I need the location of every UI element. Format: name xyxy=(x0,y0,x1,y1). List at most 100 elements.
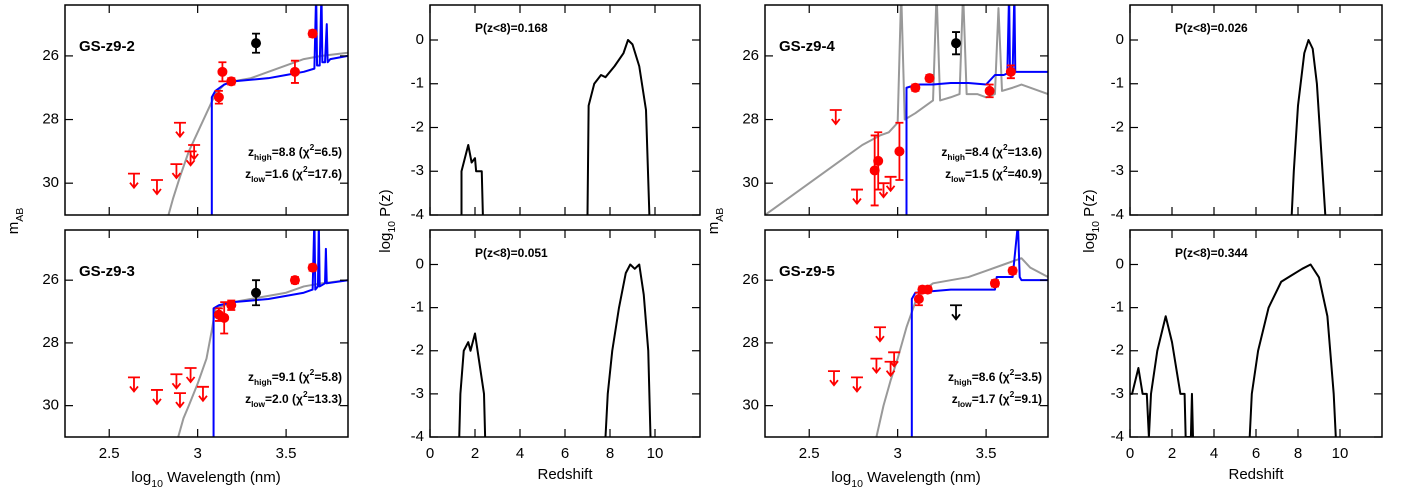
object-name: GS-z9-4 xyxy=(779,38,836,55)
y-tick-label: -1 xyxy=(1111,299,1124,316)
photometry-point xyxy=(922,284,933,295)
photometry-point xyxy=(924,73,935,84)
y-axis-label-part: 10 xyxy=(1090,221,1102,233)
low-z-fit-part: 2 xyxy=(1003,164,1008,174)
photometry-point xyxy=(984,85,995,96)
x-tick-label: 3 xyxy=(893,445,901,462)
upper-limit xyxy=(873,326,886,343)
plot-frame xyxy=(429,229,701,438)
y-axis-label-part: m xyxy=(5,222,22,235)
x-tick-label: 6 xyxy=(561,445,569,462)
model-line xyxy=(1290,39,1327,215)
y-tick-label: -4 xyxy=(1111,206,1124,223)
upper-limit xyxy=(127,376,140,393)
y-tick-label: -2 xyxy=(1111,118,1124,135)
y-tick-label: -1 xyxy=(411,75,424,92)
model-line xyxy=(460,39,651,215)
panel xyxy=(127,230,348,437)
low-z-fit-part: 2 xyxy=(1010,389,1015,399)
x-tick-label: 10 xyxy=(1332,445,1349,462)
y-tick-label: -4 xyxy=(1111,428,1124,445)
high-z-fit-part: z xyxy=(948,370,954,384)
x-tick-label: 3.5 xyxy=(276,445,297,462)
model-line xyxy=(910,230,1048,437)
plot-frame xyxy=(764,4,1049,216)
upper-limit xyxy=(150,389,163,406)
low-z-fit-part: low xyxy=(251,399,265,409)
upper-limit xyxy=(829,109,842,126)
y-tick-label: -2 xyxy=(411,118,424,135)
panel xyxy=(1130,263,1337,437)
x-tick-label: 0 xyxy=(426,445,434,462)
x-tick-label: 8 xyxy=(606,445,614,462)
upper-limit xyxy=(950,304,963,321)
x-axis-label-part: 10 xyxy=(851,478,863,490)
high-z-fit: zhigh=8.8 (χ2=6.5) xyxy=(248,142,342,162)
y-axis-label: log10 P(z) xyxy=(1081,189,1102,252)
high-z-fit-part: 2 xyxy=(310,142,315,152)
high-z-fit-part: 2 xyxy=(1010,367,1015,377)
y-tick-label: 26 xyxy=(742,47,759,64)
y-tick-label: -4 xyxy=(411,206,424,223)
photometry-point xyxy=(226,76,237,87)
low-z-fit-part: =13.3) xyxy=(308,392,342,406)
high-z-fit-part: =9.1 (χ xyxy=(272,370,310,384)
plot-frame xyxy=(1129,4,1383,216)
low-z-fit-part: 2 xyxy=(303,389,308,399)
photometry-point xyxy=(213,92,224,103)
x-axis-label-part: 10 xyxy=(151,478,163,490)
photometry-point xyxy=(219,312,230,323)
low-z-fit-part: z xyxy=(952,392,958,406)
model-line xyxy=(177,279,348,437)
high-z-fit-part: 2 xyxy=(310,367,315,377)
low-z-fit-part: low xyxy=(251,174,265,184)
plot-frame xyxy=(764,229,1049,438)
y-tick-label: 30 xyxy=(42,397,59,414)
y-tick-label: 0 xyxy=(416,255,424,272)
plot-frame xyxy=(64,4,349,216)
y-tick-label: 26 xyxy=(742,271,759,288)
panel xyxy=(458,263,652,437)
y-axis-label: mAB xyxy=(705,208,726,235)
y-tick-label: 28 xyxy=(742,334,759,351)
model-line xyxy=(905,5,1048,215)
high-z-fit-part: high xyxy=(947,152,965,162)
object-name: GS-z9-2 xyxy=(79,38,135,55)
high-z-fit-part: =3.5) xyxy=(1014,370,1042,384)
y-axis-label-part: 10 xyxy=(386,221,398,233)
low-z-fit: zlow=1.7 (χ2=9.1) xyxy=(952,389,1042,409)
upper-limit xyxy=(884,175,897,193)
x-axis-label: log10 Wavelength (nm) xyxy=(131,469,281,490)
y-tick-label: -3 xyxy=(1111,162,1124,179)
upper-limit xyxy=(170,163,183,180)
panel xyxy=(460,39,651,215)
upper-limit xyxy=(196,385,209,403)
high-z-fit: zhigh=8.6 (χ2=3.5) xyxy=(948,367,1042,387)
high-z-fit-part: =8.6 (χ xyxy=(972,370,1010,384)
y-tick-label: -1 xyxy=(411,299,424,316)
y-tick-label: 0 xyxy=(1116,255,1124,272)
x-axis-label: Redshift xyxy=(537,466,593,483)
upper-limit xyxy=(850,188,863,205)
photometry-point xyxy=(307,262,318,273)
y-tick-label: 30 xyxy=(742,174,759,191)
low-z-fit-part: low xyxy=(958,399,972,409)
photometry-point xyxy=(989,278,1000,289)
model-line xyxy=(210,5,348,215)
x-tick-label: 3.5 xyxy=(976,445,997,462)
upper-limit xyxy=(173,392,186,409)
x-tick-label: 2 xyxy=(471,445,479,462)
low-z-fit-part: =1.6 (χ xyxy=(265,167,303,181)
high-z-fit: zhigh=9.1 (χ2=5.8) xyxy=(248,367,342,387)
y-axis-label-part: P(z) xyxy=(1081,189,1098,221)
y-tick-label: 28 xyxy=(42,111,59,128)
y-tick-label: 28 xyxy=(42,334,59,351)
y-tick-label: 30 xyxy=(42,174,59,191)
y-tick-label: 26 xyxy=(42,47,59,64)
y-tick-label: -2 xyxy=(411,342,424,359)
y-tick-label: 28 xyxy=(742,111,759,128)
low-z-fit: zlow=1.5 (χ2=40.9) xyxy=(945,164,1042,184)
model-line xyxy=(1130,263,1337,437)
photometry-point xyxy=(894,146,905,157)
